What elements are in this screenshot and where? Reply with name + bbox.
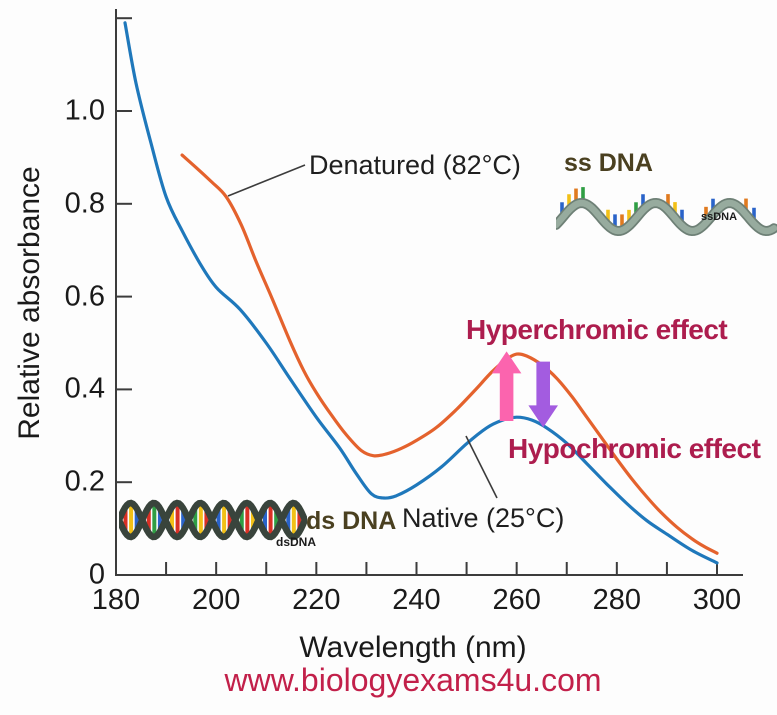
x-axis-title: Wavelength (nm) bbox=[299, 631, 527, 664]
dsdna-helix-icon bbox=[119, 499, 307, 541]
y-tick-label: 0.8 bbox=[64, 187, 105, 220]
ssdna-ribbon bbox=[556, 199, 777, 235]
x-tick-label: 300 bbox=[692, 584, 742, 616]
ssdna-helix-icon bbox=[556, 187, 777, 237]
y-tick-label: 1.0 bbox=[64, 94, 105, 127]
denatured-curve bbox=[180, 153, 719, 555]
dsdna-strand bbox=[119, 499, 307, 541]
y-tick-label: 0.6 bbox=[64, 280, 105, 313]
x-tick-label: 260 bbox=[492, 584, 541, 616]
x-tick-label: 240 bbox=[392, 584, 441, 616]
watermark-url: www.biologyexams4u.com bbox=[224, 662, 602, 698]
x-tick-label: 200 bbox=[191, 584, 241, 616]
x-tick-label: 180 bbox=[91, 584, 141, 616]
hyperchromic-label: Hyperchromic effect bbox=[466, 314, 728, 345]
hypochromic-down-arrow bbox=[528, 361, 558, 428]
x-tick-label: 220 bbox=[292, 584, 341, 616]
native-curve-label: Native (25°C) bbox=[402, 503, 565, 533]
denatured-leader-line bbox=[227, 164, 306, 197]
y-tick-label: 0.4 bbox=[64, 372, 105, 405]
native-leader-line bbox=[465, 435, 498, 499]
y-tick-label: 0 bbox=[88, 558, 105, 591]
denatured-curve-label: Denatured (82°C) bbox=[309, 150, 521, 180]
y-tick-label: 0.2 bbox=[64, 465, 105, 498]
native-curve bbox=[123, 21, 719, 565]
dsdna-label: ds DNA bbox=[306, 507, 397, 535]
hyperchromic-up-arrow bbox=[491, 351, 522, 421]
y-axis-title: Relative absorbance bbox=[13, 166, 46, 440]
hypochromic-label: Hypochromic effect bbox=[508, 433, 761, 464]
x-tick-label: 280 bbox=[592, 584, 642, 616]
ssdna-caption: ssDNA bbox=[701, 211, 738, 223]
dsdna-caption: dsDNA bbox=[276, 535, 317, 549]
ssdna-label: ss DNA bbox=[564, 149, 653, 177]
